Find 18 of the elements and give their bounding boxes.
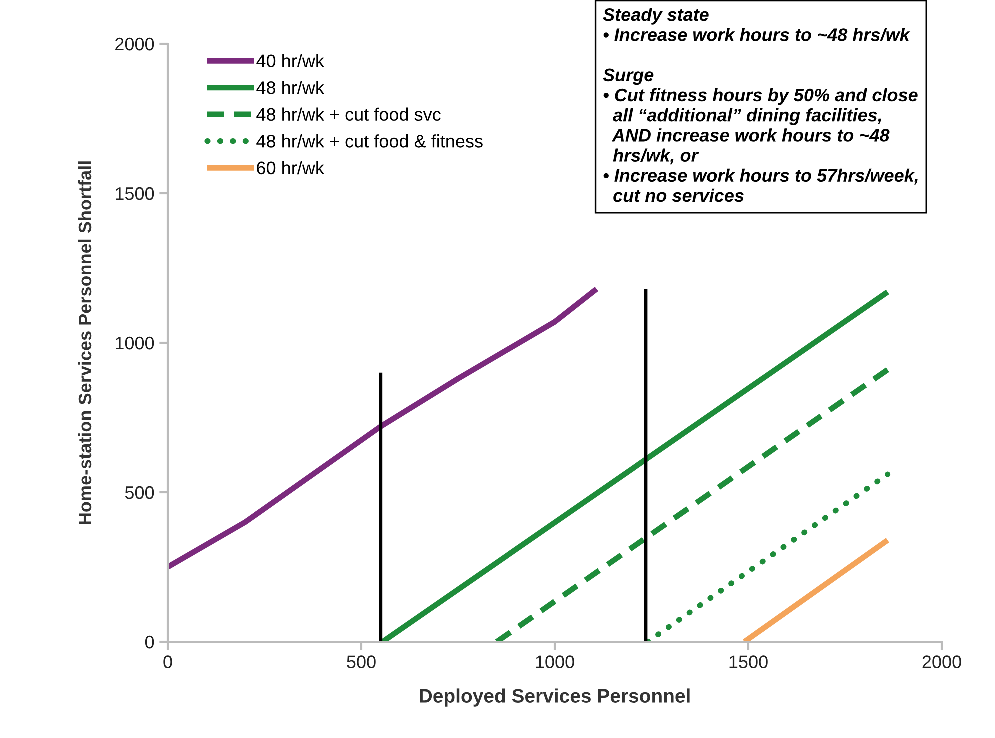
- x-tick-label: 0: [164, 656, 172, 668]
- x-tick-label: 2000: [922, 656, 962, 668]
- legend-label: 48 hr/wk: [256, 81, 324, 94]
- x-tick-label: 1500: [730, 656, 768, 668]
- x-axis-title: Deployed Services Personnel: [420, 688, 690, 707]
- y-tick-label: 1500: [116, 187, 154, 200]
- x-tick-label: 1000: [536, 656, 574, 668]
- legend-label: 48 hr/wk + cut food svc: [256, 108, 441, 122]
- y-tick-label: 1000: [116, 336, 154, 350]
- x-tick-label: 500: [347, 656, 376, 668]
- y-tick-label: 0: [145, 636, 154, 649]
- legend-label: 40 hr/wk: [256, 54, 324, 68]
- text: Steady state • Increase work hours to ~48 hrs/wk Surge • Cut fitness hours by 50% and close all “additional” dining facilities, AND increase work hours to ~48 hrs/wk, or • Increase work hours to 57hrs/week, cut no services: [603, 8, 918, 202]
- legend-label: 48 hr/wk + cut food & fitness: [256, 134, 483, 148]
- y-tick-label: 2000: [116, 38, 154, 51]
- y-axis-title: Home-station Services Personnel Shortfall: [78, 162, 92, 524]
- y-tick-label: 500: [125, 486, 154, 500]
- legend-label: 60 hr/wk: [257, 161, 324, 175]
